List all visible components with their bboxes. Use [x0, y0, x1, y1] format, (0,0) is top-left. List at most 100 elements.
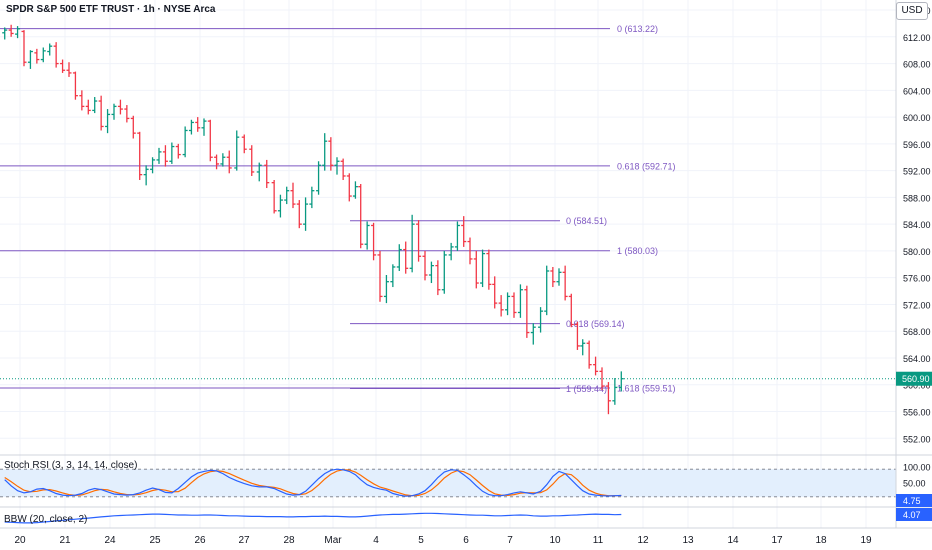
- ohlc-bar: [441, 250, 447, 294]
- time-tick-label: 21: [59, 535, 71, 546]
- bbw-value: 4.07: [903, 510, 921, 520]
- ohlc-bar: [182, 126, 188, 158]
- ohlc-bar: [605, 382, 611, 415]
- ohlc-bar: [461, 216, 467, 247]
- time-tick-label: 18: [815, 535, 827, 546]
- time-tick-label: 4: [373, 535, 379, 546]
- stoch-level-label: 50.00: [903, 479, 926, 489]
- ohlc-bar: [234, 130, 240, 171]
- stoch-rsi-title[interactable]: Stoch RSI (3, 3, 14, 14, close): [4, 460, 138, 471]
- ohlc-bar: [156, 147, 162, 164]
- time-tick-label: 24: [104, 535, 116, 546]
- ohlc-bar: [117, 99, 123, 115]
- time-tick-label: 12: [637, 535, 649, 546]
- bbw-series-line: [4, 512, 622, 524]
- ohlc-bar: [473, 250, 479, 289]
- ohlc-bar: [98, 95, 104, 131]
- ohlc-bar: [599, 367, 605, 391]
- price-tick-label: 596.00: [903, 140, 931, 150]
- ohlc-bar: [480, 249, 486, 288]
- ohlc-bar: [544, 265, 550, 316]
- price-tick-label: 580.00: [903, 247, 931, 257]
- ohlc-bar: [364, 221, 370, 250]
- ohlc-bar: [130, 115, 136, 139]
- price-tick-label: 564.00: [903, 354, 931, 364]
- ohlc-bar: [271, 179, 277, 214]
- ohlc-bar: [143, 165, 149, 186]
- fib-label: 0.618 (569.14): [566, 319, 625, 329]
- ohlc-bar: [409, 214, 415, 273]
- time-tick-label: 14: [727, 535, 739, 546]
- price-tick-label: 568.00: [903, 327, 931, 337]
- ohlc-bar: [568, 293, 574, 328]
- price-tick-label: 576.00: [903, 274, 931, 284]
- ohlc-bar: [201, 118, 207, 136]
- stoch-rsi-lines: [4, 468, 622, 497]
- price-tick-label: 612.00: [903, 33, 931, 43]
- fib-label: 1 (580.03): [617, 246, 658, 256]
- ohlc-bar: [498, 295, 504, 317]
- value-badges: 560.90 4.75 4.07: [0, 371, 932, 521]
- time-tick-label: 5: [418, 535, 424, 546]
- ohlc-bar: [124, 105, 130, 123]
- time-tick-label: 19: [860, 535, 872, 546]
- ohlc-bar: [511, 292, 517, 318]
- ohlc-bar: [72, 71, 78, 100]
- ohlc-bar: [390, 264, 396, 288]
- ohlc-bar: [150, 157, 156, 174]
- bbw-title[interactable]: BBW (20, close, 2): [4, 514, 88, 525]
- ohlc-bar: [505, 292, 511, 316]
- ohlc-bar: [264, 159, 270, 189]
- ohlc-bar: [175, 143, 181, 159]
- ohlc-bar: [105, 109, 111, 134]
- ohlc-bar: [454, 221, 460, 251]
- ohlc-bar: [562, 265, 568, 301]
- price-tick-label: 552.00: [903, 434, 931, 444]
- price-tick-label: 608.00: [903, 60, 931, 70]
- ohlc-bar: [586, 340, 592, 369]
- fibonacci-levels[interactable]: 0 (613.22) 0.618 (592.71) 1 (580.03) 0 (584…: [0, 24, 676, 394]
- ohlc-bar: [467, 237, 473, 265]
- fib-label: 1 (559.44): [566, 384, 607, 394]
- ohlc-bar: [574, 321, 580, 350]
- stoch-d-line: [4, 469, 622, 497]
- time-tick-label: 11: [593, 535, 604, 546]
- ohlc-bar: [21, 30, 27, 67]
- time-tick-label: 27: [238, 535, 250, 546]
- ohlc-bar: [195, 117, 201, 132]
- ohlc-bar: [15, 26, 21, 39]
- ohlc-bar: [517, 284, 523, 318]
- currency-button[interactable]: USD: [896, 2, 928, 20]
- ohlc-bar: [322, 133, 328, 171]
- time-tick-label: 25: [149, 535, 161, 546]
- bbw-value-badge: [896, 508, 932, 521]
- price-tick-label: 600.00: [903, 113, 931, 123]
- stoch-value: 4.75: [903, 496, 921, 506]
- ohlc-bar: [8, 24, 14, 37]
- ohlc-bar: [34, 48, 40, 64]
- ohlc-bar: [284, 186, 290, 205]
- price-tick-label: 560.00: [903, 381, 931, 391]
- current-price-badge: [896, 371, 932, 386]
- ohlc-bar: [162, 145, 168, 167]
- ohlc-bar: [66, 62, 72, 77]
- grid-lines: [0, 0, 896, 528]
- ohlc-bar: [226, 150, 232, 174]
- time-tick-label: 20: [14, 535, 26, 546]
- time-tick-label: 17: [771, 535, 783, 546]
- ohlc-bar: [249, 145, 255, 176]
- time-tick-label: 10: [549, 535, 561, 546]
- ohlc-bar: [334, 157, 340, 175]
- ohlc-bar: [538, 307, 544, 333]
- ohlc-bar: [328, 137, 334, 171]
- price-tick-label: 584.00: [903, 220, 931, 230]
- ohlc-bar: [428, 261, 434, 284]
- ohlc-bar: [214, 154, 220, 170]
- ohlc-bar: [303, 197, 309, 231]
- ohlc-bar: [352, 181, 358, 199]
- ohlc-bar: [396, 244, 402, 271]
- ohlc-bar: [290, 182, 296, 209]
- stoch-band-fill: [0, 469, 896, 497]
- bbw-line: [4, 512, 622, 524]
